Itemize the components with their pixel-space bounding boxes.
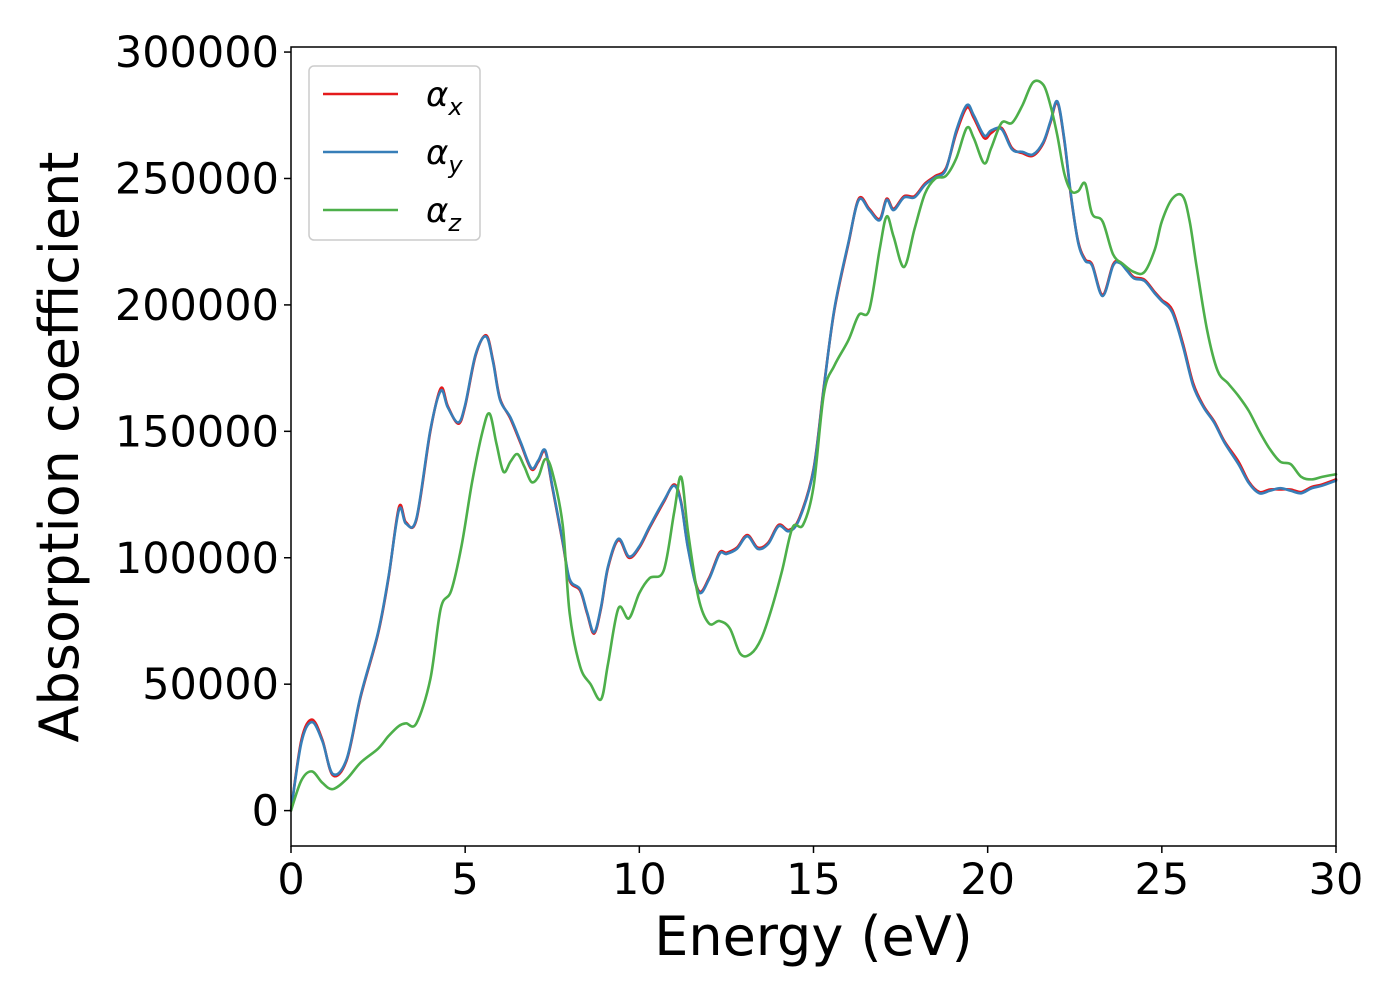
legend-label-x: αx [426, 75, 463, 121]
y-tick-label: 200000 [115, 281, 279, 331]
x-axis-label: Energy (eV) [654, 905, 973, 968]
y-tick-label: 250000 [115, 154, 279, 204]
x-tick-label: 10 [612, 855, 667, 905]
x-tick-label: 25 [1134, 855, 1189, 905]
legend-label-y: αy [426, 133, 463, 179]
x-tick-label: 15 [786, 855, 841, 905]
legend-entries: αx αy αz [323, 75, 463, 237]
x-tick-label: 30 [1309, 855, 1364, 905]
y-tick-label: 100000 [115, 534, 279, 584]
x-tick-label: 20 [960, 855, 1015, 905]
series-lines-layer [289, 79, 1338, 812]
series-line-z [289, 79, 1338, 812]
x-tick-label: 5 [451, 855, 478, 905]
y-tick-label: 300000 [115, 28, 279, 78]
y-tick-label: 150000 [115, 407, 279, 457]
legend: αx αy αz [308, 65, 481, 241]
x-axis: 0 5 10 15 20 25 30 [277, 846, 1363, 905]
y-axis: 0 50000 100000 150000 200000 250000 300000 [115, 28, 291, 837]
x-tick-label: 0 [277, 855, 304, 905]
y-tick-label: 50000 [142, 660, 279, 710]
y-tick-label: 0 [252, 787, 279, 837]
y-axis-label: Absorption coefficient [28, 152, 91, 743]
legend-label-z: αz [426, 191, 462, 237]
